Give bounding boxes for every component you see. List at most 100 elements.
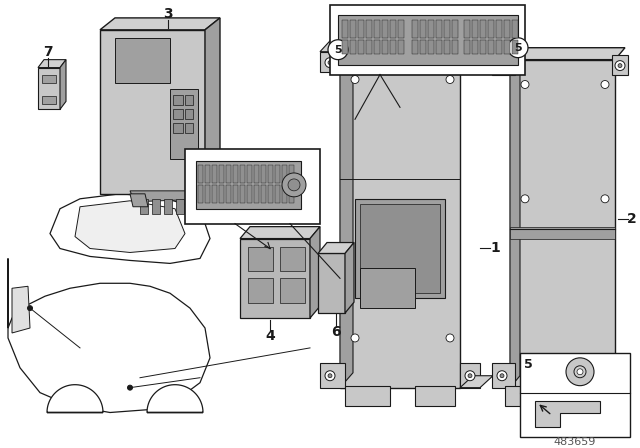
Circle shape — [566, 358, 594, 386]
Text: 1: 1 — [490, 241, 500, 255]
Polygon shape — [492, 55, 515, 74]
Circle shape — [351, 76, 359, 83]
Circle shape — [618, 374, 622, 378]
Bar — [488, 40, 494, 54]
Polygon shape — [50, 194, 210, 263]
Circle shape — [282, 173, 306, 197]
Polygon shape — [340, 42, 473, 55]
Polygon shape — [100, 18, 220, 30]
Circle shape — [601, 81, 609, 88]
Circle shape — [328, 40, 348, 60]
Polygon shape — [320, 40, 356, 52]
Bar — [247, 165, 252, 183]
Bar — [289, 165, 294, 183]
Bar — [444, 20, 450, 38]
Bar — [398, 40, 404, 54]
Circle shape — [351, 334, 359, 342]
Circle shape — [601, 354, 609, 362]
Text: 6: 6 — [331, 325, 341, 339]
Bar — [420, 20, 426, 38]
Polygon shape — [12, 286, 30, 333]
Circle shape — [521, 354, 529, 362]
Circle shape — [574, 366, 586, 378]
Bar — [358, 40, 364, 54]
Bar — [412, 40, 418, 54]
Bar — [420, 40, 426, 54]
Polygon shape — [240, 227, 320, 238]
Bar — [366, 20, 372, 38]
Bar — [185, 109, 193, 119]
Polygon shape — [188, 199, 196, 214]
Bar — [504, 20, 510, 38]
Polygon shape — [460, 376, 493, 388]
Polygon shape — [205, 18, 220, 194]
Bar — [205, 185, 210, 203]
Bar — [289, 185, 294, 203]
Bar — [436, 20, 442, 38]
Bar — [185, 149, 320, 224]
Polygon shape — [240, 238, 310, 318]
Polygon shape — [510, 47, 520, 388]
Bar — [254, 185, 259, 203]
Circle shape — [28, 306, 33, 310]
Polygon shape — [130, 191, 210, 202]
Bar — [280, 278, 305, 303]
Polygon shape — [75, 201, 185, 253]
Polygon shape — [460, 40, 493, 52]
Bar — [196, 161, 301, 209]
Polygon shape — [510, 227, 615, 238]
Bar — [504, 40, 510, 54]
Circle shape — [325, 58, 335, 68]
Circle shape — [465, 58, 475, 68]
Polygon shape — [575, 386, 615, 405]
Polygon shape — [460, 52, 480, 72]
Polygon shape — [320, 52, 345, 72]
Circle shape — [497, 60, 507, 71]
Bar — [350, 20, 356, 38]
Polygon shape — [415, 386, 455, 405]
Bar — [512, 20, 518, 38]
Bar — [366, 40, 372, 54]
Circle shape — [508, 38, 528, 58]
Circle shape — [497, 371, 507, 381]
Bar — [275, 185, 280, 203]
Bar — [428, 20, 434, 38]
Bar — [390, 40, 396, 54]
Bar — [360, 268, 415, 308]
Bar — [240, 165, 245, 183]
Bar — [42, 96, 56, 104]
Bar — [452, 20, 458, 38]
Polygon shape — [176, 199, 184, 214]
Bar — [233, 185, 238, 203]
Circle shape — [500, 374, 504, 378]
Polygon shape — [492, 43, 524, 55]
Circle shape — [601, 195, 609, 203]
Bar — [358, 20, 364, 38]
Text: 5: 5 — [334, 45, 342, 55]
Polygon shape — [340, 55, 460, 388]
Bar — [330, 5, 525, 74]
Circle shape — [465, 371, 475, 381]
Bar — [261, 165, 266, 183]
Polygon shape — [535, 401, 600, 427]
Bar — [436, 40, 442, 54]
Polygon shape — [130, 194, 148, 207]
Polygon shape — [100, 30, 205, 194]
Bar — [248, 246, 273, 271]
Bar — [488, 20, 494, 38]
Bar — [226, 185, 231, 203]
Bar — [452, 40, 458, 54]
Text: 2: 2 — [627, 211, 637, 226]
Bar — [173, 123, 183, 133]
Bar — [198, 185, 203, 203]
Bar — [275, 165, 280, 183]
Circle shape — [328, 374, 332, 378]
Polygon shape — [340, 42, 353, 388]
Polygon shape — [510, 47, 625, 60]
Bar — [219, 185, 224, 203]
Bar — [374, 40, 380, 54]
Bar — [173, 95, 183, 105]
Bar — [472, 20, 478, 38]
Polygon shape — [8, 258, 210, 413]
Bar — [226, 165, 231, 183]
